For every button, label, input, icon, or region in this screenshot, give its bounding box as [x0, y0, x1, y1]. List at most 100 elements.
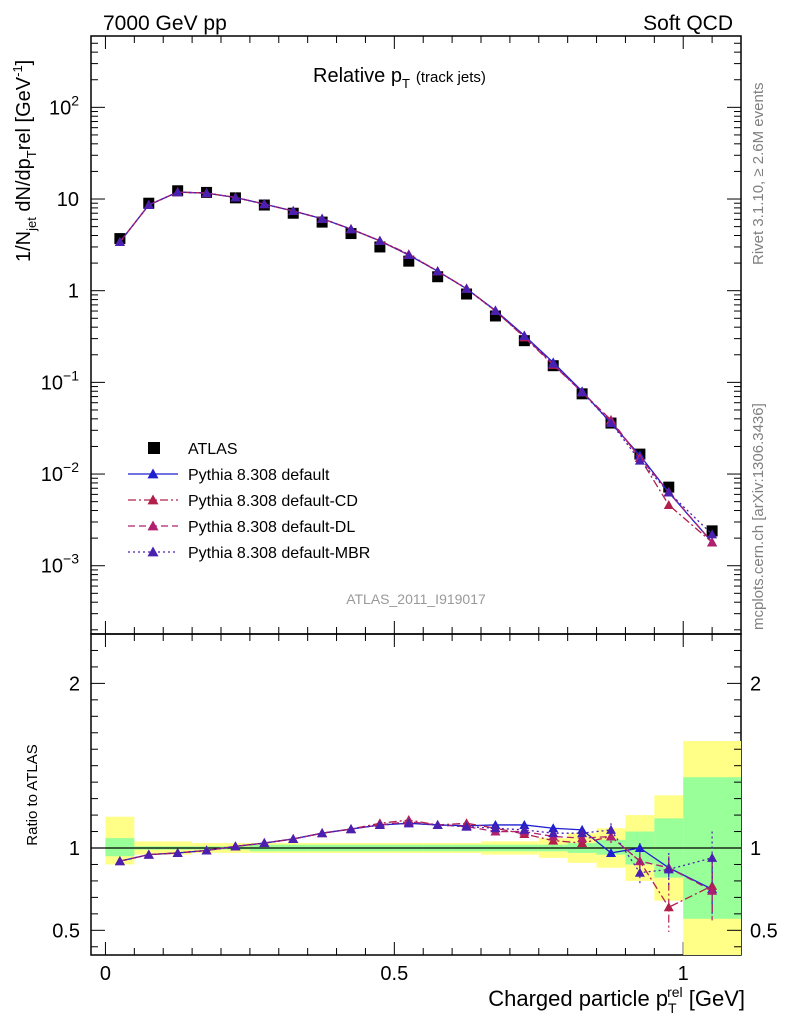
data-point — [345, 228, 357, 240]
y-tick-label: 1 — [68, 281, 79, 303]
ratio-point — [634, 856, 645, 866]
ratio-y-tick-label-right: 2 — [750, 673, 761, 695]
data-point — [374, 241, 386, 253]
ratio-point — [519, 824, 530, 834]
ratio-y-tick-label-left: 2 — [69, 673, 80, 695]
ratio-xlabel-a: Charged particle p — [488, 986, 668, 1011]
ratio-point — [548, 828, 559, 838]
series-line-3 — [119, 191, 713, 543]
series-point — [634, 455, 645, 465]
series-point — [143, 200, 154, 210]
series-point — [317, 213, 328, 223]
series-point — [114, 236, 125, 246]
data-point — [403, 255, 415, 267]
main-ylabel-a: 1/N — [13, 231, 35, 262]
ratio-point — [172, 847, 183, 857]
header-left: 7000 GeV pp — [103, 12, 227, 35]
series-point — [519, 331, 530, 341]
x-tick-label: 0 — [100, 963, 111, 985]
y-tick-label: 10−1 — [41, 367, 79, 394]
ratio-point — [490, 823, 501, 833]
main-ylabel-c: dN/dp — [13, 158, 35, 217]
main-title: Relative pT (track jets) — [313, 65, 486, 91]
ratio-point — [259, 838, 270, 848]
ratio-y-tick-label-right: 0.5 — [750, 920, 778, 942]
legend-label: Pythia 8.308 default-DL — [188, 519, 355, 536]
ratio-point — [634, 843, 645, 852]
ratio-point — [663, 864, 674, 874]
data-point — [461, 288, 473, 300]
ratio-y-tick-label-right: 1 — [750, 838, 761, 860]
ratio-point — [403, 818, 414, 828]
series-point — [230, 192, 241, 202]
ratio-point — [143, 849, 154, 859]
ratio-point — [432, 819, 443, 829]
y-tick-label: 10−2 — [41, 459, 79, 486]
series-point — [663, 499, 674, 509]
ratio-point — [201, 845, 212, 855]
ratio-xlabel-d: [GeV] — [683, 986, 745, 1011]
ratio-y-tick-label-left: 0.5 — [52, 920, 80, 942]
series-point — [663, 487, 674, 497]
main-ylabel-g: ] — [13, 60, 35, 66]
legend-marker — [147, 546, 159, 557]
ratio-point — [374, 819, 385, 829]
main-title-text: Relative p — [313, 65, 402, 87]
series-point — [548, 358, 559, 368]
ratio-y-tick-label-left: 1 — [69, 838, 80, 860]
header-right: Soft QCD — [643, 12, 733, 35]
legend-label: ATLAS — [188, 441, 238, 458]
main-ylabel-b: jet — [24, 217, 39, 232]
ratio-point — [577, 838, 588, 848]
series-point — [346, 224, 356, 234]
x-tick-label: 1 — [678, 963, 689, 985]
legend-marker — [148, 442, 160, 454]
series-point — [288, 206, 299, 216]
analysis-label: ATLAS_2011_I919017 — [346, 591, 486, 607]
ratio-point — [606, 831, 616, 841]
legend-marker — [147, 520, 159, 531]
band-stat-bin — [105, 838, 135, 857]
y-tick-label: 10 — [57, 189, 79, 211]
main-title-sub: T — [402, 76, 410, 91]
series-point — [172, 187, 183, 197]
ratio-point — [548, 823, 559, 833]
main-ylabel: 1/Njet dN/dpTrel [GeV-1] — [10, 60, 39, 262]
ratio-point — [707, 852, 718, 862]
ratio-point — [634, 867, 645, 877]
side-label-rivet: Rivet 3.1.10, ≥ 2.6M events — [750, 83, 767, 266]
main-title-note: (track jets) — [416, 69, 486, 86]
ratio-ylabel: Ratio to ATLAS — [24, 744, 41, 845]
legend-label: Pythia 8.308 default-CD — [188, 493, 358, 510]
ratio-point — [346, 824, 356, 834]
ratio-point — [230, 841, 241, 851]
main-ylabel-f: -1 — [10, 65, 25, 77]
legend-marker — [147, 468, 159, 479]
ratio-point — [461, 821, 472, 831]
legend-label: Pythia 8.308 default — [188, 467, 330, 484]
y-tick-label: 10−3 — [41, 551, 79, 578]
ratio-frame — [90, 633, 742, 956]
series-point — [707, 529, 718, 539]
series-line-4 — [119, 191, 713, 535]
series-line-1 — [119, 191, 713, 543]
ratio-point — [288, 833, 299, 843]
series-point — [201, 188, 212, 198]
series-point — [403, 250, 414, 260]
legend-label: Pythia 8.308 default-MBR — [188, 545, 370, 562]
ratio-point — [577, 833, 588, 843]
y-tick-label: 102 — [49, 92, 79, 119]
series-line-2 — [119, 191, 713, 543]
ratio-point — [577, 828, 588, 838]
ratio-xlabel: Charged particle pTrel [GeV] — [488, 984, 745, 1016]
data-point — [432, 271, 444, 283]
series-point — [490, 306, 501, 316]
series-point — [461, 283, 472, 293]
ratio-point — [519, 819, 530, 829]
series-point — [374, 235, 385, 245]
series-point — [577, 387, 588, 397]
side-label-source: mcplots.cern.ch [arXiv:1306.3436] — [750, 403, 767, 630]
legend-marker — [147, 494, 159, 505]
ratio-point — [606, 824, 616, 834]
